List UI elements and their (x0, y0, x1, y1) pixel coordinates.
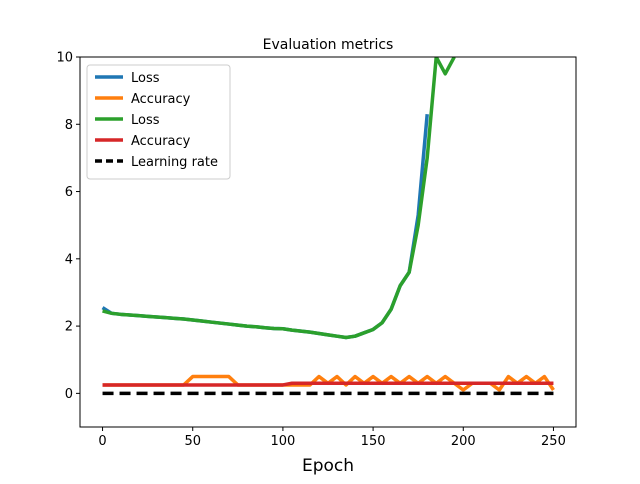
legend-box (86, 64, 231, 180)
legend-label: Loss (131, 113, 160, 128)
y-tick-label: 8 (65, 118, 73, 133)
x-tick-label: 100 (270, 434, 295, 449)
x-tick-label: 250 (541, 434, 566, 449)
y-tick-label: 10 (56, 51, 73, 66)
x-tick-label: 150 (361, 434, 386, 449)
plot-frame (79, 56, 577, 428)
legend-label: Accuracy (131, 92, 191, 107)
chart-title: Evaluation metrics (263, 37, 394, 53)
y-tick-label: 6 (65, 185, 73, 200)
y-tick-label: 0 (65, 387, 73, 402)
legend-label: Learning rate (131, 155, 218, 170)
x-tick-label: 50 (184, 434, 201, 449)
x-tick-label: 200 (451, 434, 476, 449)
legend-label: Loss (131, 71, 160, 86)
y-tick-label: 2 (65, 320, 73, 335)
legend-label: Accuracy (131, 134, 191, 149)
series-line (102, 57, 456, 340)
plot-lines (101, 57, 555, 396)
x-tick-label: 0 (98, 434, 106, 449)
x-axis-label: Epoch (302, 456, 354, 476)
y-tick-label: 4 (65, 252, 73, 267)
series-line (102, 381, 554, 387)
